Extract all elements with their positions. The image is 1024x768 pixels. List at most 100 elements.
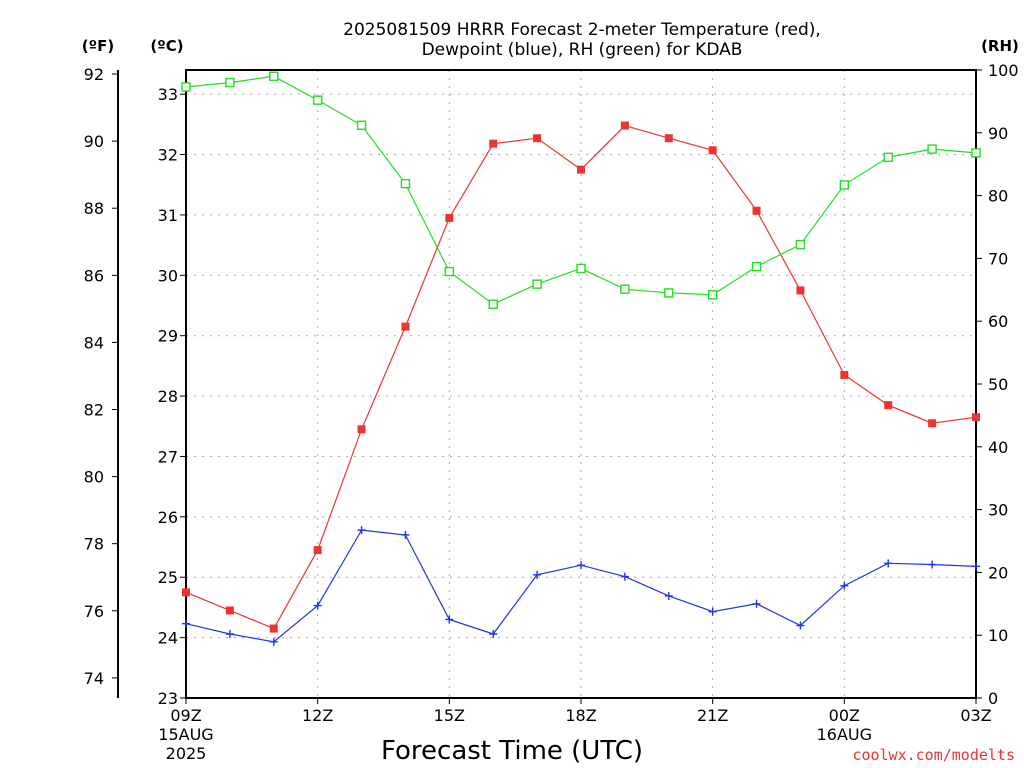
celsius-tick-label: 28 — [158, 387, 178, 406]
dewpoint-point — [884, 559, 893, 568]
rh-point — [927, 144, 937, 154]
grid-lines — [186, 70, 976, 698]
rh-point — [444, 266, 455, 277]
fahrenheit-tick-label: 88 — [84, 199, 104, 218]
fahrenheit-tick-label: 80 — [84, 468, 104, 487]
celsius-tick-label: 23 — [158, 689, 178, 708]
dewpoint-point — [620, 572, 629, 581]
temperature-point — [489, 139, 498, 148]
fahrenheit-tick-label: 92 — [84, 65, 104, 84]
dewpoint-point — [533, 570, 542, 579]
x-tick-label: 12Z — [302, 706, 333, 725]
rh-point — [795, 239, 806, 250]
rh-point — [839, 180, 850, 190]
dewpoint-point — [796, 621, 805, 630]
fahrenheit-tick-label: 82 — [84, 400, 104, 419]
rh-point — [269, 71, 279, 81]
temperature-point — [840, 370, 849, 379]
fahrenheit-tick-label: 76 — [84, 602, 104, 621]
celsius-tick-label: 33 — [158, 85, 178, 104]
x-tick-label: 21Z — [697, 706, 728, 725]
unit-label-rh: (RH) — [981, 37, 1019, 55]
dewpoint-point — [225, 629, 234, 638]
temperature-point — [313, 546, 322, 555]
temperature-point — [928, 419, 937, 428]
temperature-point — [269, 624, 278, 633]
dewpoint-point — [708, 607, 717, 616]
temperature-point — [577, 165, 585, 174]
dewpoint-point — [972, 562, 980, 571]
temperature-point — [752, 206, 761, 215]
axes: 23 24 25 26 27 28 29 30 31 32 33 74 76 78 80 82 84 86 88 90… — [84, 61, 1019, 708]
fahrenheit-tick-label: 78 — [84, 535, 104, 554]
temperature-point — [664, 134, 673, 143]
unit-label-celsius: (ºC) — [150, 37, 183, 55]
data-series — [181, 71, 981, 646]
x-tick-date-label: 15AUG — [158, 725, 213, 744]
dewpoint-point — [269, 637, 278, 646]
temperature-point — [884, 401, 893, 410]
fahrenheit-tick-label: 90 — [84, 132, 104, 151]
dewpoint-point — [489, 629, 498, 638]
rh-tick-label: 80 — [988, 187, 1008, 206]
rh-tick-label: 20 — [988, 563, 1008, 582]
x-tick-label: 00Z — [829, 706, 860, 725]
rh-tick-label: 0 — [988, 689, 998, 708]
rh-point — [664, 288, 674, 298]
celsius-tick-label: 27 — [158, 447, 178, 466]
celsius-tick-label: 29 — [158, 327, 178, 346]
rh-point — [883, 152, 893, 162]
chart-title-line1: 2025081509 HRRR Forecast 2-meter Tempera… — [343, 20, 821, 40]
temperature-point — [796, 286, 805, 295]
dewpoint-point — [182, 619, 190, 628]
rh-point — [707, 290, 718, 300]
fahrenheit-tick-label: 86 — [84, 266, 104, 285]
dewpoint-point — [445, 615, 454, 624]
temperature-line — [185, 124, 977, 630]
temperature-point — [225, 606, 234, 615]
temperature-point — [708, 146, 717, 155]
rh-point — [576, 263, 586, 274]
temperature-point — [401, 322, 410, 331]
rh-point — [971, 148, 981, 158]
chart-title-line2: Dewpoint (blue), RH (green) for KDAB — [422, 40, 743, 60]
temperature-point — [533, 134, 542, 143]
rh-point — [532, 279, 542, 289]
temperature-point — [357, 425, 366, 434]
credit-text: coolwx.com/modelts — [852, 746, 1015, 764]
rh-tick-label: 30 — [988, 501, 1008, 520]
x-tick-label: 03Z — [960, 706, 991, 725]
x-tick-label: 15Z — [434, 706, 465, 725]
fahrenheit-tick-label: 74 — [84, 669, 104, 688]
x-tick-label: 09Z — [170, 706, 201, 725]
dewpoint-point — [357, 526, 366, 535]
x-tick-date-label: 16AUG — [817, 725, 872, 744]
temperature-point — [620, 121, 629, 130]
rh-point — [488, 299, 498, 309]
rh-tick-label: 40 — [988, 438, 1008, 457]
temperature-point — [445, 213, 454, 222]
rh-tick-label: 50 — [988, 375, 1008, 394]
dewpoint-point — [401, 530, 410, 539]
rh-point — [312, 95, 323, 105]
rh-point — [751, 261, 762, 272]
dewpoint-line — [185, 529, 977, 643]
celsius-tick-label: 24 — [158, 629, 178, 648]
celsius-tick-label: 26 — [158, 508, 178, 527]
rh-tick-label: 90 — [988, 124, 1008, 143]
temperature-point — [182, 588, 190, 597]
celsius-tick-label: 25 — [158, 568, 178, 587]
unit-label-fahrenheit: (ºF) — [82, 37, 114, 55]
dewpoint-point — [928, 560, 937, 569]
rh-point — [225, 77, 235, 88]
celsius-tick-label: 32 — [158, 146, 178, 165]
rh-point — [400, 178, 411, 189]
dewpoint-point — [577, 561, 585, 570]
x-axis-label: Forecast Time (UTC) — [381, 736, 643, 766]
dewpoint-point — [664, 591, 673, 600]
celsius-tick-label: 30 — [158, 266, 178, 285]
rh-tick-label: 100 — [988, 61, 1019, 80]
x-tick-label: 18Z — [565, 706, 596, 725]
